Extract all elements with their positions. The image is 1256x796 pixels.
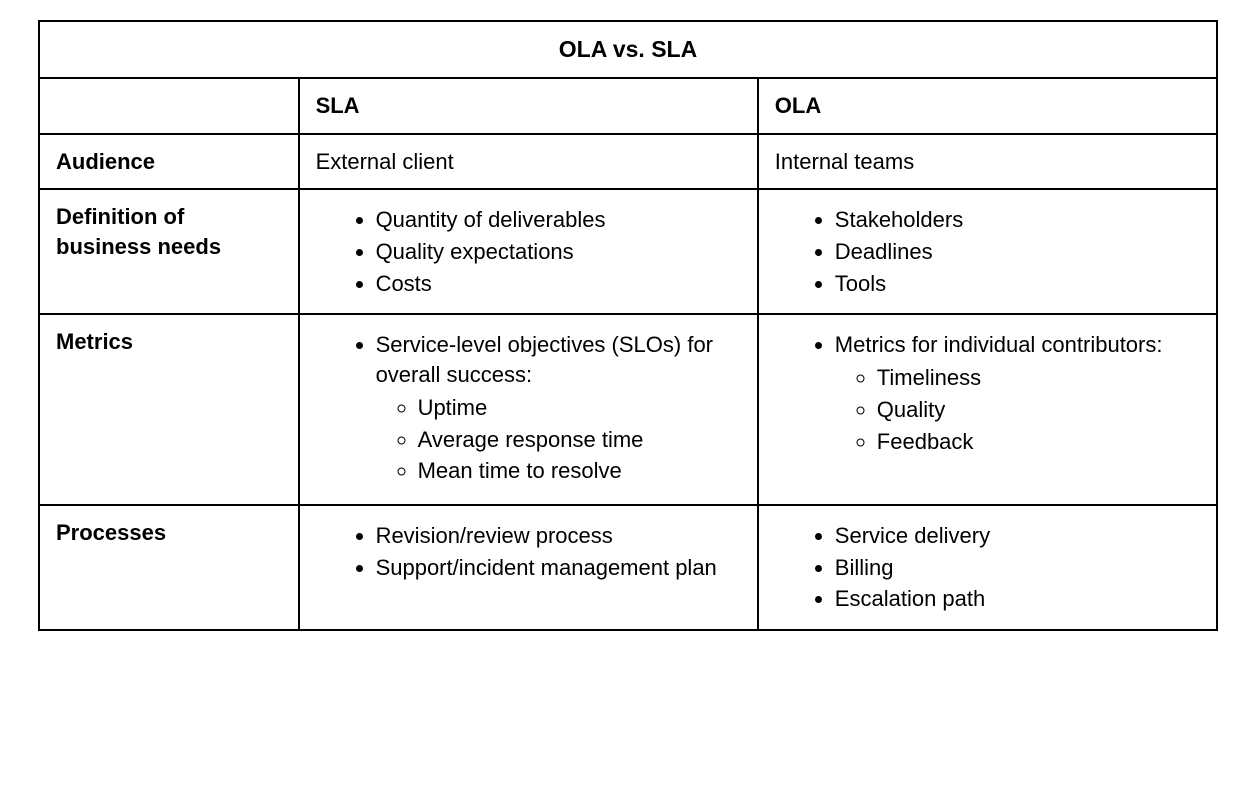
list-item: Service delivery	[835, 520, 1200, 552]
list-item: Uptime	[418, 392, 741, 424]
cell-metrics-sla: Service-level objectives (SLOs) for over…	[299, 314, 758, 504]
cell-definition-ola: Stakeholders Deadlines Tools	[758, 189, 1217, 314]
cell-audience-ola: Internal teams	[758, 134, 1217, 190]
cell-definition-sla: Quantity of deliverables Quality expecta…	[299, 189, 758, 314]
bullet-list: Service delivery Billing Escalation path	[775, 520, 1200, 615]
bullet-text: Metrics for individual contributors:	[835, 332, 1163, 357]
list-item: Billing	[835, 552, 1200, 584]
list-item: Quality expectations	[376, 236, 741, 268]
cell-processes-sla: Revision/review process Support/incident…	[299, 505, 758, 630]
list-item: Support/incident management plan	[376, 552, 741, 584]
list-item: Stakeholders	[835, 204, 1200, 236]
row-label-definition: Definition of business needs	[39, 189, 299, 314]
header-empty	[39, 78, 299, 134]
bullet-list: Stakeholders Deadlines Tools	[775, 204, 1200, 299]
table-row: Definition of business needs Quantity of…	[39, 189, 1217, 314]
list-item: Mean time to resolve	[418, 455, 741, 487]
list-item: Timeliness	[877, 362, 1200, 394]
sub-bullet-list: Timeliness Quality Feedback	[835, 362, 1200, 457]
comparison-table: OLA vs. SLA SLA OLA Audience External cl…	[38, 20, 1218, 631]
bullet-list: Quantity of deliverables Quality expecta…	[316, 204, 741, 299]
list-item: Feedback	[877, 426, 1200, 458]
list-item: Average response time	[418, 424, 741, 456]
row-label-processes: Processes	[39, 505, 299, 630]
header-ola: OLA	[758, 78, 1217, 134]
list-item: Deadlines	[835, 236, 1200, 268]
table-row: Processes Revision/review process Suppor…	[39, 505, 1217, 630]
bullet-list: Metrics for individual contributors: Tim…	[775, 329, 1200, 460]
list-item: Quality	[877, 394, 1200, 426]
bullet-text: Service-level objectives (SLOs) for over…	[376, 332, 713, 387]
row-label-metrics: Metrics	[39, 314, 299, 504]
header-sla: SLA	[299, 78, 758, 134]
sub-bullet-list: Uptime Average response time Mean time t…	[376, 392, 741, 487]
table-row: Metrics Service-level objectives (SLOs) …	[39, 314, 1217, 504]
cell-processes-ola: Service delivery Billing Escalation path	[758, 505, 1217, 630]
table-row: Audience External client Internal teams	[39, 134, 1217, 190]
row-label-audience: Audience	[39, 134, 299, 190]
cell-metrics-ola: Metrics for individual contributors: Tim…	[758, 314, 1217, 504]
list-item: Metrics for individual contributors: Tim…	[835, 329, 1200, 460]
list-item: Quantity of deliverables	[376, 204, 741, 236]
list-item: Service-level objectives (SLOs) for over…	[376, 329, 741, 489]
list-item: Tools	[835, 268, 1200, 300]
list-item: Revision/review process	[376, 520, 741, 552]
header-row: SLA OLA	[39, 78, 1217, 134]
title-row: OLA vs. SLA	[39, 21, 1217, 78]
table-title: OLA vs. SLA	[39, 21, 1217, 78]
bullet-list: Service-level objectives (SLOs) for over…	[316, 329, 741, 489]
cell-audience-sla: External client	[299, 134, 758, 190]
list-item: Costs	[376, 268, 741, 300]
bullet-list: Revision/review process Support/incident…	[316, 520, 741, 583]
list-item: Escalation path	[835, 583, 1200, 615]
